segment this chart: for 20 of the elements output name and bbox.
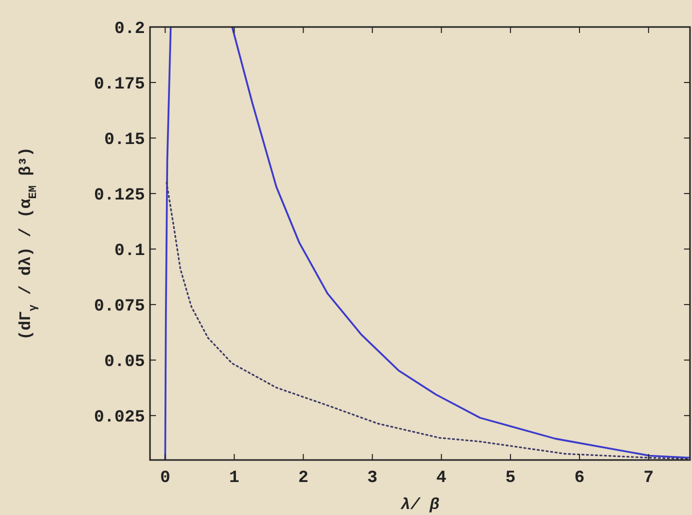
x-tick-label: 1 [229,469,240,488]
x-tick-label: 3 [367,469,378,488]
y-tick-label: 0.05 [104,353,145,372]
line-series [164,27,172,460]
y-tick-label: 0.15 [104,130,145,150]
x-tick-label: 6 [574,469,585,488]
line-series [231,27,690,459]
x-axis-title: λ/ β [400,496,440,514]
x-tick-label: 2 [298,469,308,488]
x-tick-label: 0 [160,469,170,488]
x-tick-label: 7 [643,469,654,488]
y-tick-label: 0.075 [94,298,145,317]
y-tick-label: 0.1 [114,242,145,261]
line-series [166,182,690,460]
y-tick-label: 0.025 [94,408,145,428]
x-tick-label: 4 [436,469,447,488]
y-tick-label: 0.125 [94,186,145,206]
y-tick-label: 0.2 [114,20,145,39]
y-tick-label: 0.175 [94,75,145,94]
x-tick-label: 5 [505,469,516,488]
